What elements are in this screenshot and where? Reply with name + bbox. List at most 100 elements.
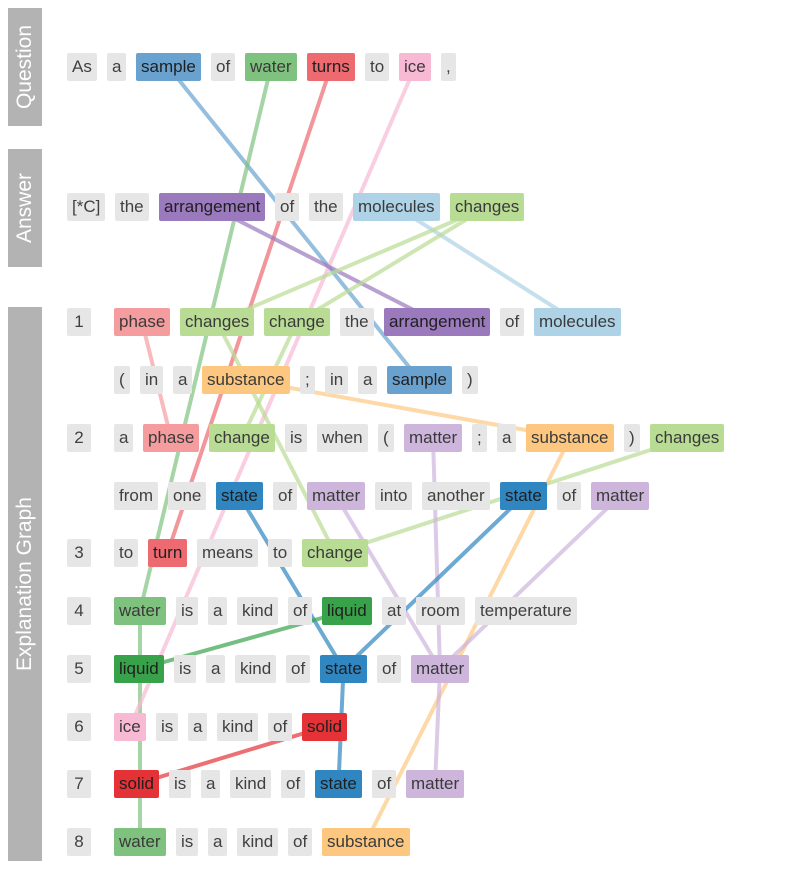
token: , (441, 53, 456, 81)
token: ) (624, 424, 640, 452)
token: means (197, 539, 259, 567)
token: of (281, 770, 306, 798)
token: room (416, 597, 465, 625)
highlighted-token: arrangement (384, 308, 491, 336)
highlighted-token: sample (136, 53, 201, 81)
highlighted-token: solid (302, 713, 347, 741)
section-label-explanation-graph: Explanation Graph (8, 307, 42, 861)
highlighted-token: change (302, 539, 368, 567)
highlighted-token: solid (114, 770, 159, 798)
token: a (201, 770, 221, 798)
token: is (176, 828, 199, 856)
highlighted-token: phase (114, 308, 171, 336)
token: is (156, 713, 179, 741)
token: of (286, 655, 311, 683)
highlighted-token: changes (180, 308, 255, 336)
token: kind (237, 828, 279, 856)
token: a (188, 713, 208, 741)
token: of (288, 597, 313, 625)
token: of (275, 193, 300, 221)
alignment-link (210, 205, 439, 324)
highlighted-token: change (264, 308, 330, 336)
alignment-link (431, 436, 442, 671)
token: the (309, 193, 343, 221)
highlighted-token: liquid (114, 655, 164, 683)
token: to (365, 53, 390, 81)
alignment-link (215, 320, 337, 555)
token: kind (217, 713, 259, 741)
token: As (67, 53, 97, 81)
token: kind (230, 770, 272, 798)
highlighted-token: water (114, 597, 166, 625)
token: at (382, 597, 407, 625)
token: is (285, 424, 308, 452)
highlighted-token: turns (307, 53, 355, 81)
alignment-link (438, 494, 622, 671)
token: a (114, 424, 134, 452)
row-number: 6 (67, 713, 91, 741)
alignment-link (394, 205, 580, 324)
row-number: 7 (67, 770, 91, 798)
highlighted-token: changes (650, 424, 725, 452)
token: kind (237, 597, 279, 625)
section-label-answer-text: Answer (13, 172, 36, 244)
highlighted-token: changes (450, 193, 525, 221)
section-label-question-text: Question (13, 24, 36, 110)
token: of (372, 770, 397, 798)
alignment-link (295, 205, 489, 324)
token: ( (114, 366, 130, 394)
highlighted-token: arrangement (159, 193, 266, 221)
token: is (169, 770, 192, 798)
highlighted-token: turn (148, 539, 188, 567)
alignment-link (128, 65, 417, 729)
highlighted-token: liquid (322, 597, 372, 625)
alignment-link (341, 494, 526, 671)
highlighted-token: water (245, 53, 297, 81)
token: ( (378, 424, 394, 452)
highlighted-token: change (209, 424, 275, 452)
token: of (273, 482, 298, 510)
token: of (268, 713, 293, 741)
token: of (288, 828, 313, 856)
highlighted-token: state (315, 770, 362, 798)
token: a (208, 597, 228, 625)
highlighted-token: state (500, 482, 547, 510)
token: the (115, 193, 149, 221)
alignment-link (433, 667, 442, 786)
section-label-question: Question (8, 8, 42, 126)
token: a (206, 655, 226, 683)
alignment-link (215, 205, 489, 324)
token: [*C] (67, 193, 106, 221)
token: in (140, 366, 164, 394)
row-number: 2 (67, 424, 91, 452)
highlighted-token: state (216, 482, 263, 510)
highlighted-token: molecules (534, 308, 621, 336)
row-number: 5 (67, 655, 91, 683)
alignment-link (237, 494, 346, 671)
row-number: 1 (67, 308, 91, 336)
highlighted-token: matter (404, 424, 463, 452)
token: when (317, 424, 368, 452)
highlighted-token: matter (307, 482, 366, 510)
token: a (208, 828, 228, 856)
token: ; (300, 366, 315, 394)
highlighted-token: matter (411, 655, 470, 683)
token: to (268, 539, 293, 567)
highlighted-token: substance (202, 366, 290, 394)
alignment-link (166, 65, 422, 382)
section-label-explanation-graph-text: Explanation Graph (13, 497, 36, 671)
highlighted-token: ice (114, 713, 146, 741)
token: temperature (475, 597, 577, 625)
highlighted-token: ice (399, 53, 431, 81)
token: is (174, 655, 197, 683)
token: is (176, 597, 199, 625)
token: of (500, 308, 525, 336)
token: ) (462, 366, 478, 394)
token: from (114, 482, 158, 510)
token: of (211, 53, 236, 81)
highlighted-token: matter (406, 770, 465, 798)
token: of (377, 655, 402, 683)
token: to (114, 539, 139, 567)
token: in (325, 366, 349, 394)
row-number: 8 (67, 828, 91, 856)
